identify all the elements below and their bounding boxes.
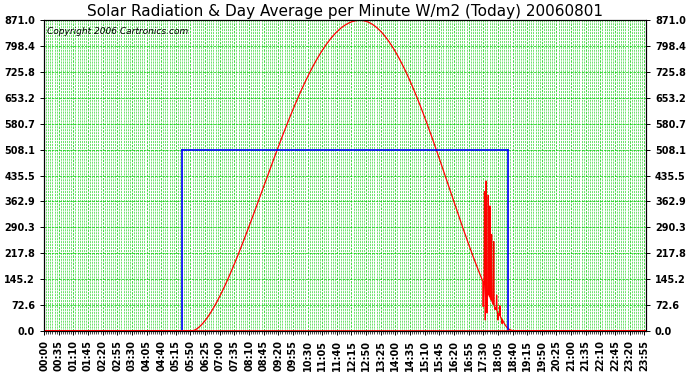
Title: Solar Radiation & Day Average per Minute W/m2 (Today) 20060801: Solar Radiation & Day Average per Minute… xyxy=(87,4,603,19)
Text: Copyright 2006 Cartronics.com: Copyright 2006 Cartronics.com xyxy=(47,27,188,36)
